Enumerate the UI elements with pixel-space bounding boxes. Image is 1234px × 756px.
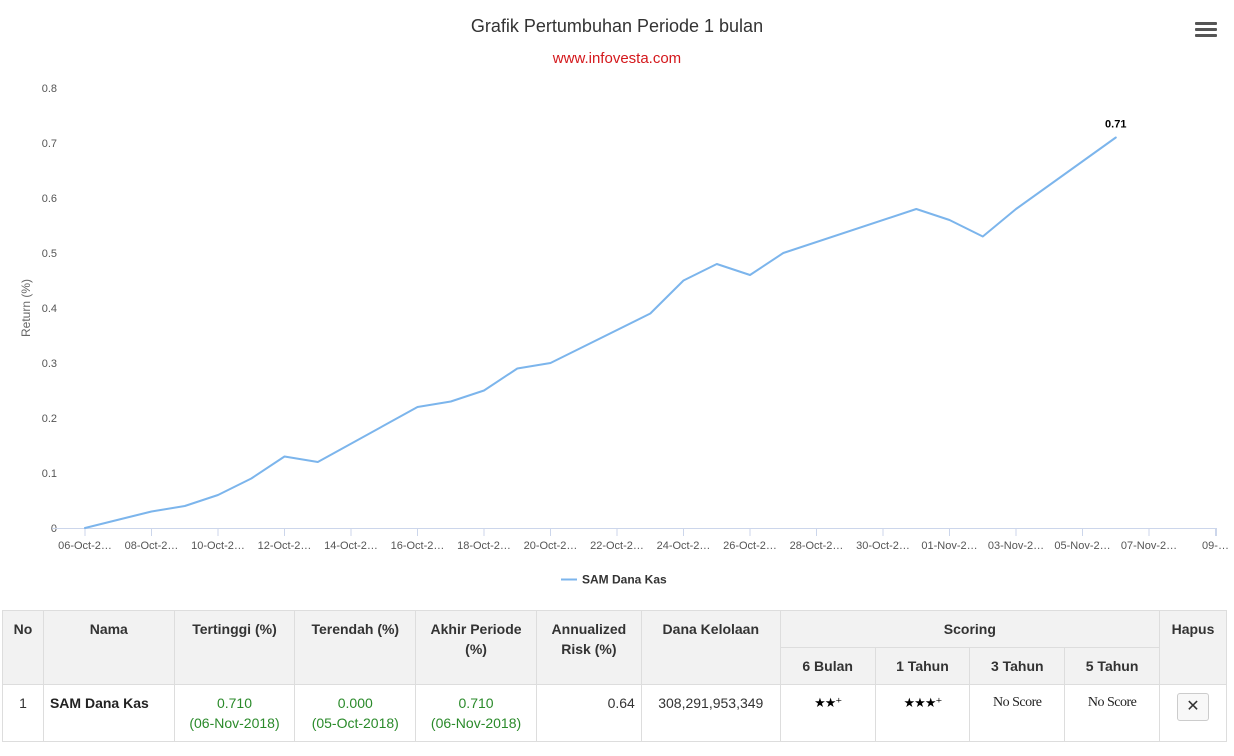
- hamburger-menu-icon[interactable]: [1195, 22, 1217, 42]
- header-annualized-risk: Annualized Risk (%): [535, 610, 642, 685]
- header-3-tahun: 3 Tahun: [969, 647, 1066, 685]
- cell-nama: SAM Dana Kas: [42, 684, 175, 742]
- x-tick-label: 14-Oct-2…: [324, 540, 378, 552]
- chart-subtitle-link[interactable]: www.infovesta.com: [552, 50, 682, 67]
- header-terendah: Terendah (%): [294, 610, 417, 685]
- terendah-date: (05-Oct-2018): [311, 715, 399, 731]
- x-tick-label: 30-Oct-2…: [856, 540, 910, 552]
- header-no: No: [2, 610, 44, 685]
- x-tick-label: 06-Oct-2…: [58, 540, 112, 552]
- legend-item: SAM Dana Kas: [582, 573, 667, 587]
- header-5-tahun: 5 Tahun: [1064, 647, 1160, 685]
- x-tick-label: 09-…: [1202, 540, 1229, 552]
- x-tick-label: 05-Nov-2…: [1054, 540, 1110, 552]
- terendah-value: 0.000: [337, 695, 373, 711]
- tertinggi-value: 0.710: [216, 695, 252, 711]
- rating-1-tahun-stars: ★★★⁺: [874, 684, 971, 742]
- x-tick-label: 16-Oct-2…: [391, 540, 445, 552]
- delete-button[interactable]: ✕: [1176, 693, 1209, 721]
- header-1-tahun: 1 Tahun: [874, 647, 971, 685]
- y-tick-label: 0.2: [42, 413, 57, 425]
- data-label: 0.71: [1105, 119, 1126, 131]
- header-akhir-periode: Akhir Periode (%): [415, 610, 537, 685]
- akhir-value: 0.710: [458, 695, 494, 711]
- cell-akhir-periode: 0.710 (06-Nov-2018): [415, 684, 537, 742]
- cell-hapus: ✕: [1158, 684, 1228, 742]
- cell-terendah: 0.000 (05-Oct-2018): [294, 684, 417, 742]
- x-tick-label: 08-Oct-2…: [125, 540, 179, 552]
- y-tick-label: 0.3: [42, 358, 57, 370]
- y-tick-label: 0.5: [42, 248, 57, 260]
- header-nama: Nama: [42, 610, 175, 685]
- x-tick-label: 12-Oct-2…: [258, 540, 312, 552]
- header-hapus: Hapus: [1158, 610, 1228, 685]
- fund-table: No Nama Tertinggi (%) Terendah (%) Akhir…: [2, 610, 1228, 742]
- x-tick-label: 03-Nov-2…: [988, 540, 1044, 552]
- x-tick-label: 10-Oct-2…: [191, 540, 245, 552]
- rating-5-tahun: No Score: [1064, 684, 1160, 742]
- tertinggi-date: (06-Nov-2018): [189, 715, 280, 731]
- cell-dana-kelolaan: 308,291,953,349: [640, 684, 781, 742]
- table-row: 1 SAM Dana Kas 0.710 (06-Nov-2018) 0.000…: [2, 684, 1228, 742]
- cell-no: 1: [2, 684, 44, 742]
- akhir-date: (06-Nov-2018): [430, 715, 522, 731]
- rating-3-tahun: No Score: [969, 684, 1066, 742]
- x-tick-label: 01-Nov-2…: [921, 540, 977, 552]
- header-6-bulan: 6 Bulan: [779, 647, 876, 685]
- y-tick-label: 0.6: [42, 193, 57, 205]
- rating-6-bulan-stars: ★★⁺: [779, 684, 876, 742]
- cell-tertinggi: 0.710 (06-Nov-2018): [173, 684, 296, 742]
- header-tertinggi: Tertinggi (%): [173, 610, 296, 685]
- header-dana-kelolaan: Dana Kelolaan: [640, 610, 781, 685]
- x-tick-label: 18-Oct-2…: [457, 540, 511, 552]
- y-tick-label: 0.7: [42, 138, 57, 150]
- y-tick-label: 0.4: [42, 303, 57, 315]
- x-tick-label: 24-Oct-2…: [657, 540, 711, 552]
- y-axis-title: Return (%): [19, 279, 33, 337]
- y-tick-label: 0.8: [42, 83, 57, 95]
- cell-annualized-risk: 0.64: [535, 684, 642, 742]
- x-tick-label: 20-Oct-2…: [524, 540, 578, 552]
- y-tick-label: 0.1: [42, 468, 57, 480]
- chart-container: Grafik Pertumbuhan Periode 1 bulan www.i…: [19, 16, 1229, 587]
- header-scoring: Scoring: [779, 610, 1160, 648]
- x-tick-label: 07-Nov-2…: [1121, 540, 1177, 552]
- x-tick-label: 22-Oct-2…: [590, 540, 644, 552]
- x-tick-label: 26-Oct-2…: [723, 540, 777, 552]
- chart-title: Grafik Pertumbuhan Periode 1 bulan: [470, 16, 764, 36]
- x-tick-label: 28-Oct-2…: [790, 540, 844, 552]
- series-line: [84, 136, 1117, 529]
